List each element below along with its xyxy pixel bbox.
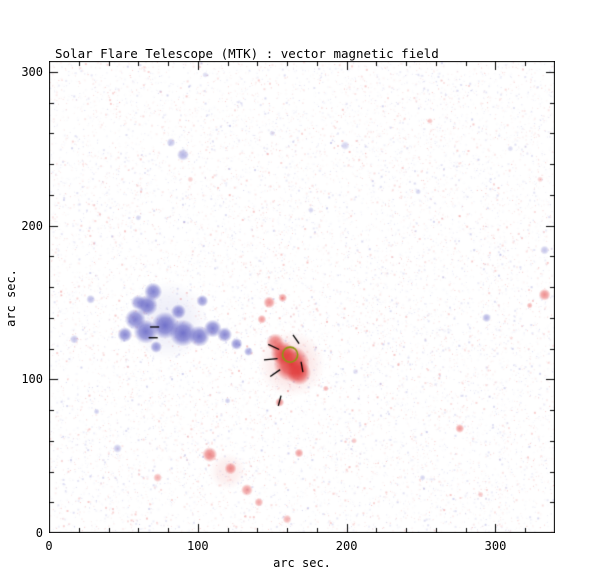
x-axis-label: arc sec. — [273, 556, 331, 570]
plot-title: Solar Flare Telescope (MTK) : vector mag… — [55, 46, 439, 61]
y-tick-label-0: 0 — [35, 526, 43, 540]
x-tick-label-300: 300 — [484, 539, 507, 553]
y-tick-label-300: 300 — [21, 64, 43, 79]
x-tick-label-200: 200 — [335, 539, 358, 553]
x-tick-label-100: 100 — [186, 539, 209, 553]
y-tick-label-100: 100 — [21, 372, 43, 387]
y-tick-label-200: 200 — [21, 218, 43, 233]
y-axis-label: arc sec. — [4, 269, 18, 327]
x-tick-label-0: 0 — [45, 539, 53, 553]
magnetogram-plot — [49, 61, 555, 533]
